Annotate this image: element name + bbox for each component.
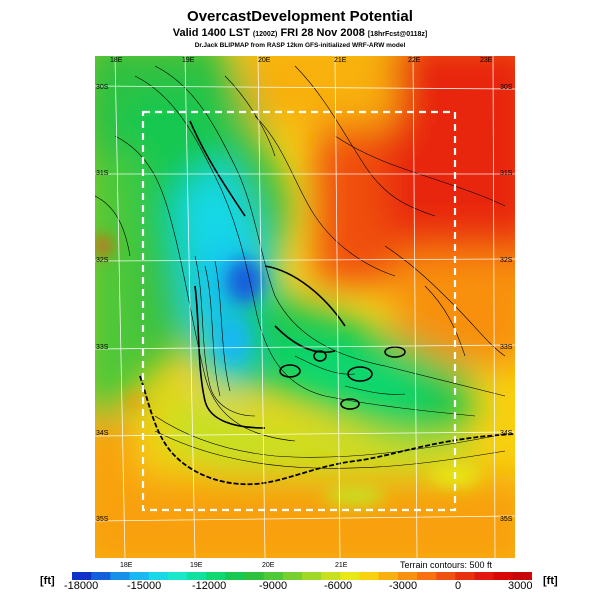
color-scale-swatch xyxy=(72,572,92,580)
color-scale-swatch xyxy=(129,572,150,580)
color-scale-swatch xyxy=(244,572,265,580)
color-scale-swatch xyxy=(474,572,495,580)
lon-label-top: 20E xyxy=(258,57,271,64)
utc-time: (1200Z) xyxy=(252,31,278,38)
color-scale-swatch xyxy=(302,572,322,580)
scale-tick-label: 3000 xyxy=(508,580,533,592)
scale-tick-label: -6000 xyxy=(324,580,353,592)
lat-label-right: 33S xyxy=(500,344,513,351)
lon-label-bottom: 19E xyxy=(190,562,203,569)
scale-tick-label: -9000 xyxy=(259,580,288,592)
color-scale-swatch xyxy=(167,572,188,580)
lat-label-right: 35S xyxy=(500,516,513,523)
color-scale-swatch xyxy=(282,572,303,580)
color-scale-swatch xyxy=(148,572,169,580)
lon-label-top: 22E xyxy=(408,57,421,64)
color-scale-swatch xyxy=(91,572,111,580)
forecast-info: [18hrFcst@0118z] xyxy=(367,31,428,38)
lon-label-top: 19E xyxy=(182,57,195,64)
lon-label-bottom: 18E xyxy=(120,562,133,569)
inner-domain-box xyxy=(141,110,457,512)
scale-tick-label: -15000 xyxy=(127,580,162,592)
color-scale-swatch xyxy=(455,572,475,580)
scale-tick-label: -18000 xyxy=(64,580,99,592)
lat-label-right: 30S xyxy=(500,84,513,91)
color-scale-swatch xyxy=(206,572,226,580)
color-scale-swatch xyxy=(263,572,284,580)
lon-label-top: 18E xyxy=(110,57,123,64)
map-title: OvercastDevelopment Potential xyxy=(187,8,413,25)
color-scale-swatch xyxy=(225,572,245,580)
unit-label-right: [ft] xyxy=(543,575,558,587)
coastline xyxy=(139,375,515,486)
forecast-map xyxy=(95,56,515,558)
color-scale-swatch xyxy=(512,572,532,580)
scale-tick-label: -12000 xyxy=(192,580,227,592)
color-field xyxy=(95,56,515,558)
color-scale-swatch xyxy=(321,572,341,580)
lon-label-bottom: 20E xyxy=(262,562,275,569)
color-scale-swatch xyxy=(110,572,130,580)
color-scale-swatch xyxy=(340,572,360,580)
lon-label-top: 23E xyxy=(480,57,493,64)
lat-label-right: 34S xyxy=(500,430,513,437)
valid-date: FRI 28 Nov 2008 xyxy=(280,27,365,39)
model-credit: Dr.Jack BLIPMAP from RASP 12km GFS-initi… xyxy=(194,42,406,49)
color-scale-swatch xyxy=(378,572,399,580)
color-scale-swatch xyxy=(359,572,380,580)
lon-label-top: 21E xyxy=(334,57,347,64)
lat-label-right: 31S xyxy=(500,170,513,177)
thick-contours xyxy=(189,120,406,429)
lat-label-right: 32S xyxy=(500,257,513,264)
color-scale-swatch xyxy=(417,572,437,580)
lat-label-left: 30S xyxy=(96,84,109,91)
color-scale-swatch xyxy=(493,572,514,580)
color-scale-bar xyxy=(72,572,532,580)
lat-label-left: 35S xyxy=(96,516,109,523)
color-scale-swatch xyxy=(187,572,207,580)
scale-tick-label: -3000 xyxy=(389,580,418,592)
scale-tick-label: 0 xyxy=(455,580,462,592)
lat-lon-grid xyxy=(95,56,515,558)
terrain-contour-note: Terrain contours: 500 ft xyxy=(400,560,493,570)
valid-time: Valid 1400 LST xyxy=(172,27,250,39)
map-subtitle: Valid 1400 LST (1200Z) FRI 28 Nov 2008 [… xyxy=(0,27,600,39)
color-scale-swatch xyxy=(397,572,418,580)
lat-label-left: 31S xyxy=(96,170,109,177)
lat-label-left: 33S xyxy=(96,344,109,351)
lat-label-left: 34S xyxy=(96,430,109,437)
lat-label-left: 32S xyxy=(96,257,109,264)
color-scale-swatch xyxy=(436,572,456,580)
lon-label-bottom: 21E xyxy=(335,562,348,569)
unit-label-left: [ft] xyxy=(40,575,55,587)
